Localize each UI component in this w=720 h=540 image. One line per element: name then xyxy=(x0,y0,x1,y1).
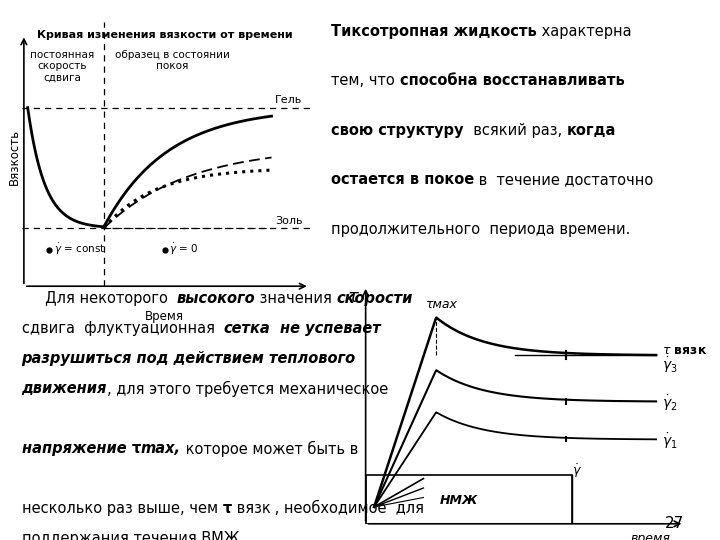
Text: $\dot{\gamma}_1$: $\dot{\gamma}_1$ xyxy=(662,431,678,451)
Text: сетка: сетка xyxy=(224,321,271,336)
Text: постоянная
скорость
сдвига: постоянная скорость сдвига xyxy=(30,50,94,83)
Text: $\dot{\gamma}$ = 0: $\dot{\gamma}$ = 0 xyxy=(169,242,199,257)
Text: τ: τ xyxy=(222,501,232,516)
Text: , для этого требуется механическое: , для этого требуется механическое xyxy=(107,381,388,397)
Text: Для некоторого: Для некоторого xyxy=(22,291,176,306)
Text: время: время xyxy=(630,532,670,540)
Text: $\dot{\gamma}_2$: $\dot{\gamma}_2$ xyxy=(662,394,678,413)
Text: Кривая изменения вязкости от времени: Кривая изменения вязкости от времени xyxy=(37,30,292,40)
Text: Время: Время xyxy=(145,310,184,323)
Text: $\dot{\gamma}$: $\dot{\gamma}$ xyxy=(572,462,582,480)
Text: Вязкость: Вязкость xyxy=(7,129,20,185)
Text: значения: значения xyxy=(256,291,337,306)
Text: НМЖ: НМЖ xyxy=(440,494,478,507)
Text: продолжительного  периода времени.: продолжительного периода времени. xyxy=(331,222,631,237)
Text: $\dot{\gamma}$ = const: $\dot{\gamma}$ = const xyxy=(53,242,105,257)
Text: которое может быть в: которое может быть в xyxy=(181,441,358,457)
Text: когда: когда xyxy=(567,123,616,138)
Text: образец в состоянии
покоя: образец в состоянии покоя xyxy=(115,50,230,71)
Text: напряжение: напряжение xyxy=(22,441,131,456)
Text: поддержания течения ВМЖ.: поддержания течения ВМЖ. xyxy=(22,530,244,540)
Text: несколько раз выше, чем: несколько раз выше, чем xyxy=(22,501,222,516)
Text: , необходимое  для: , необходимое для xyxy=(270,501,424,516)
Text: разрушиться под действием теплового: разрушиться под действием теплового xyxy=(22,351,356,366)
Text: скорости: скорости xyxy=(337,291,413,306)
Text: характерна: характерна xyxy=(537,24,631,39)
Text: $\dot{\gamma}_3$: $\dot{\gamma}_3$ xyxy=(662,356,678,375)
Text: Тиксотропная жидкость: Тиксотропная жидкость xyxy=(331,24,537,39)
Text: свою структуру: свою структуру xyxy=(331,123,464,138)
Text: $\tau$ вязк: $\tau$ вязк xyxy=(662,345,707,357)
Bar xyxy=(366,475,572,524)
Text: $\tau$: $\tau$ xyxy=(347,288,360,306)
Text: Золь: Золь xyxy=(275,216,303,226)
Text: тем, что: тем, что xyxy=(331,73,400,89)
Text: max,: max, xyxy=(140,441,181,456)
Text: вязк: вязк xyxy=(232,501,270,516)
Text: сдвига  флуктуационная: сдвига флуктуационная xyxy=(22,321,224,336)
Text: в  течение достаточно: в течение достаточно xyxy=(474,172,654,187)
Text: не успевает: не успевает xyxy=(280,321,381,336)
Text: τмах: τмах xyxy=(426,298,458,312)
Text: движения: движения xyxy=(22,381,107,396)
Text: Гель: Гель xyxy=(275,96,302,105)
Text: способна восстанавливать: способна восстанавливать xyxy=(400,73,624,89)
Text: высокого: высокого xyxy=(176,291,256,306)
Text: всякий раз,: всякий раз, xyxy=(464,123,567,138)
Text: τ: τ xyxy=(131,441,140,456)
Text: 27: 27 xyxy=(665,516,684,531)
Text: остается в покое: остается в покое xyxy=(331,172,474,187)
